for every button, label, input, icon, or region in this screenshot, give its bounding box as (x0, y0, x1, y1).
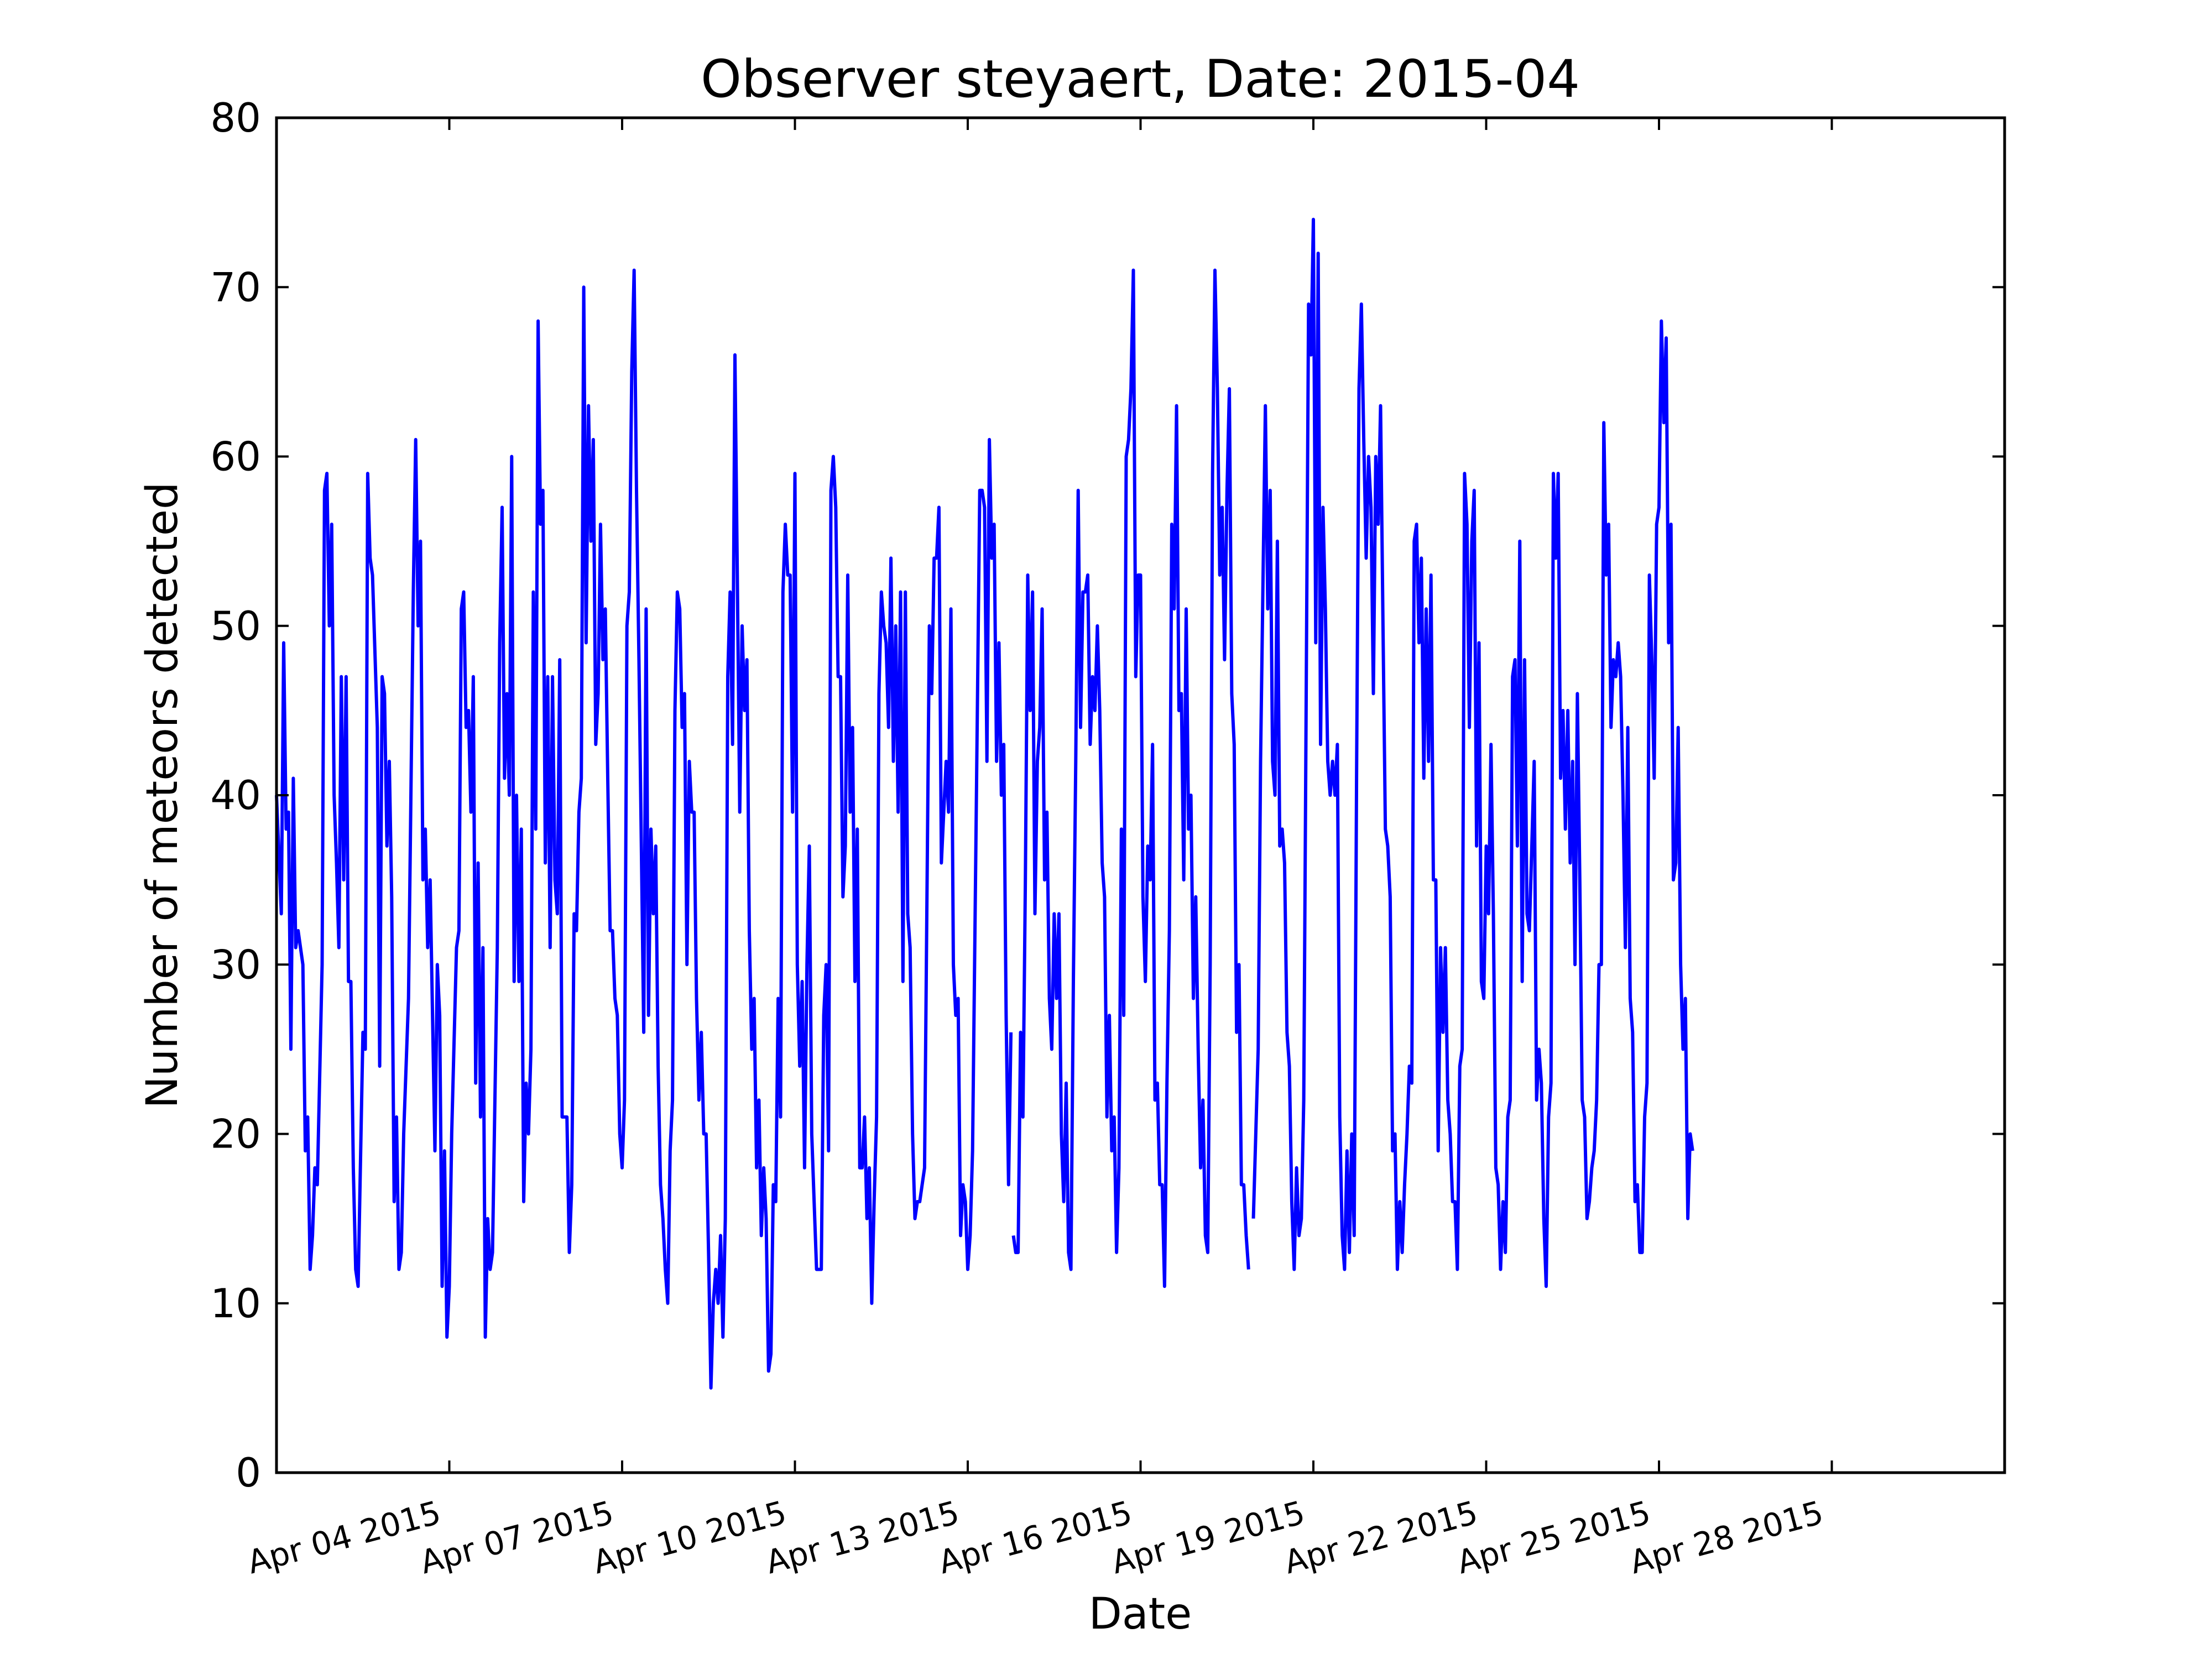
y-tick-label: 50 (210, 603, 261, 649)
y-tick-label: 30 (210, 941, 261, 988)
y-tick-label: 40 (210, 772, 261, 818)
y-tick-label: 20 (210, 1111, 261, 1157)
y-axis-label: Number of meteors detected (138, 482, 187, 1109)
y-tick-label: 10 (210, 1280, 261, 1327)
series-line-segment (1011, 268, 1250, 1288)
y-tick-label: 70 (210, 264, 261, 310)
series-layer (275, 217, 1694, 1390)
series-line-segment (275, 268, 1013, 1390)
y-tick-label: 0 (236, 1449, 261, 1496)
x-axis-label: Date (1089, 1589, 1192, 1639)
chart-title: Observer steyaert, Date: 2015-04 (701, 49, 1580, 109)
series-line-segment (1251, 217, 1694, 1288)
y-tick-label: 60 (210, 434, 261, 480)
y-axis: 0 10 20 30 40 50 60 70 80 (210, 95, 2005, 1496)
y-tick-label: 80 (210, 95, 261, 141)
